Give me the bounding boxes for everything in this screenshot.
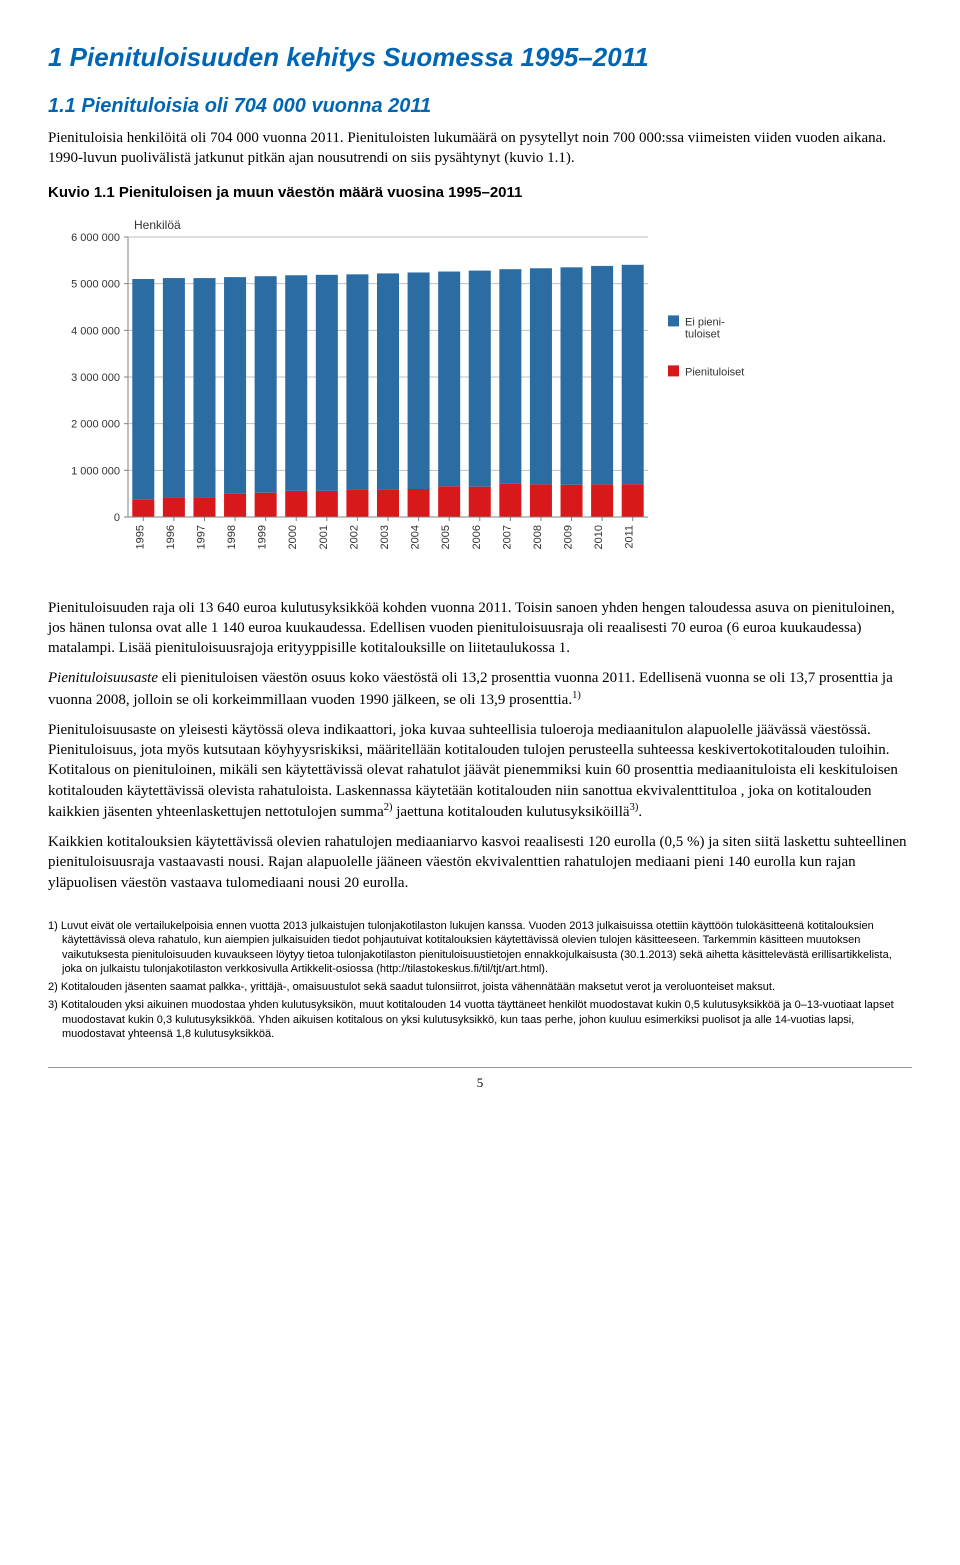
svg-text:1996: 1996 bbox=[165, 525, 177, 549]
svg-text:1 000 000: 1 000 000 bbox=[71, 465, 120, 477]
svg-text:2000: 2000 bbox=[287, 525, 299, 549]
footnote: 2) Kotitalouden jäsenten saamat palkka-,… bbox=[48, 980, 912, 994]
paragraph: Kaikkien kotitalouksien käytettävissä ol… bbox=[48, 832, 912, 893]
bar-chart: Henkilöä 0 1 000 000 2 000 000 3 000 000 4 00… bbox=[48, 213, 912, 578]
section-heading: 1.1 Pienituloisia oli 704 000 vuonna 201… bbox=[48, 93, 912, 120]
footnotes: 1) Luvut eivät ole vertailukelpoisia enn… bbox=[48, 919, 912, 1041]
footnote: 3) Kotitalouden yksi aikuinen muodostaa … bbox=[48, 998, 912, 1041]
paragraph: Pienituloisuusaste eli pienituloisen väe… bbox=[48, 668, 912, 710]
paragraph: Pienituloisuusaste on yleisesti käytössä… bbox=[48, 720, 912, 822]
svg-text:Ei pieni-: Ei pieni- bbox=[685, 316, 725, 328]
page-number: 5 bbox=[48, 1067, 912, 1092]
svg-text:2007: 2007 bbox=[501, 525, 513, 549]
svg-text:2 000 000: 2 000 000 bbox=[71, 419, 120, 431]
svg-text:2003: 2003 bbox=[379, 525, 391, 549]
paragraph: Pienituloisia henkilöitä oli 704 000 vuo… bbox=[48, 128, 912, 169]
svg-text:Pienituloiset: Pienituloiset bbox=[685, 366, 744, 378]
svg-text:1999: 1999 bbox=[257, 525, 269, 549]
svg-text:1995: 1995 bbox=[134, 525, 146, 549]
svg-text:2001: 2001 bbox=[318, 525, 330, 549]
text: . bbox=[638, 804, 642, 820]
footnote-ref: 3) bbox=[630, 802, 639, 813]
svg-text:Henkilöä: Henkilöä bbox=[134, 218, 181, 232]
svg-text:2011: 2011 bbox=[624, 525, 636, 549]
svg-text:2006: 2006 bbox=[471, 525, 483, 549]
text: eli pienituloisen väestön osuus koko väe… bbox=[48, 670, 893, 707]
svg-text:2010: 2010 bbox=[593, 525, 605, 549]
chart-svg: Henkilöä 0 1 000 000 2 000 000 3 000 000 4 00… bbox=[48, 213, 768, 573]
term-italic: Pienituloisuusaste bbox=[48, 670, 158, 686]
text: jaettuna kotitalouden kulutusyksiköillä bbox=[393, 804, 630, 820]
paragraph: Pienituloisuuden raja oli 13 640 euroa k… bbox=[48, 598, 912, 659]
svg-text:2009: 2009 bbox=[563, 525, 575, 549]
footnote: 1) Luvut eivät ole vertailukelpoisia enn… bbox=[48, 919, 912, 976]
svg-text:6 000 000: 6 000 000 bbox=[71, 232, 120, 244]
svg-text:1997: 1997 bbox=[195, 525, 207, 549]
svg-text:3 000 000: 3 000 000 bbox=[71, 372, 120, 384]
svg-text:4 000 000: 4 000 000 bbox=[71, 325, 120, 337]
svg-text:0: 0 bbox=[114, 512, 120, 524]
svg-text:tuloiset: tuloiset bbox=[685, 328, 720, 340]
svg-text:2004: 2004 bbox=[410, 525, 422, 549]
page-title: 1 Pienituloisuuden kehitys Suomessa 1995… bbox=[48, 40, 912, 75]
footnote-ref: 2) bbox=[384, 802, 393, 813]
svg-text:2008: 2008 bbox=[532, 525, 544, 549]
footnote-ref: 1) bbox=[572, 690, 581, 701]
svg-text:5 000 000: 5 000 000 bbox=[71, 279, 120, 291]
svg-text:2005: 2005 bbox=[440, 525, 452, 549]
svg-text:1998: 1998 bbox=[226, 525, 238, 549]
figure-caption: Kuvio 1.1 Pienituloisen ja muun väestön … bbox=[48, 183, 912, 203]
svg-text:2002: 2002 bbox=[348, 525, 360, 549]
